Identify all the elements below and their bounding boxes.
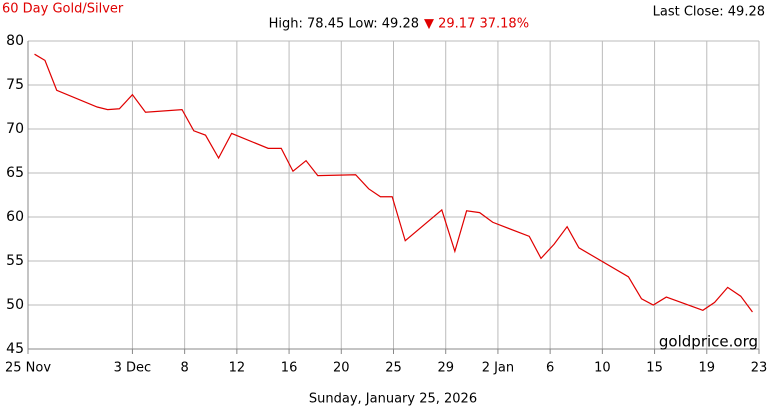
y-tick-label: 55 (6, 253, 24, 269)
data-line (34, 53, 753, 313)
y-tick-label: 70 (6, 121, 24, 137)
x-tick-label: 15 (646, 361, 663, 376)
x-tick-label: 12 (229, 361, 246, 376)
x-tick-label: 10 (594, 361, 611, 376)
stats: High: 78.45 Low: 49.28 (269, 17, 419, 32)
x-tick-label: 19 (699, 361, 716, 376)
x-axis-label: Sunday, January 25, 2026 (309, 392, 477, 407)
y-tick-label: 80 (6, 33, 24, 49)
chart-title: 60 Day Gold/Silver (2, 2, 124, 17)
x-tick-label: 29 (437, 361, 454, 376)
x-tick-label: 23 (751, 361, 768, 376)
y-tick-label: 60 (6, 209, 24, 225)
x-tick-label: 3 Dec (114, 361, 152, 376)
x-tick-label: 16 (281, 361, 298, 376)
x-tick-label: 25 Nov (5, 361, 51, 376)
y-tick-label: 50 (6, 297, 24, 313)
watermark: goldprice.org (659, 333, 758, 351)
x-tick-label: 20 (333, 361, 350, 376)
x-tick-label: 6 (546, 361, 554, 376)
x-tick-label: 25 (385, 361, 402, 376)
change: ▼ 29.17 37.18% (424, 17, 529, 32)
y-tick-label: 45 (6, 341, 24, 357)
x-tick-label: 2 Jan (482, 361, 514, 376)
y-tick-label: 75 (6, 77, 24, 93)
last-close: Last Close: 49.28 (653, 5, 765, 20)
y-tick-label: 65 (6, 165, 24, 181)
x-tick-label: 8 (181, 361, 189, 376)
